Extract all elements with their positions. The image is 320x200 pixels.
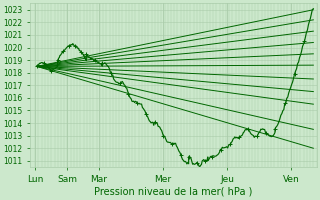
X-axis label: Pression niveau de la mer( hPa ): Pression niveau de la mer( hPa ) (94, 187, 252, 197)
